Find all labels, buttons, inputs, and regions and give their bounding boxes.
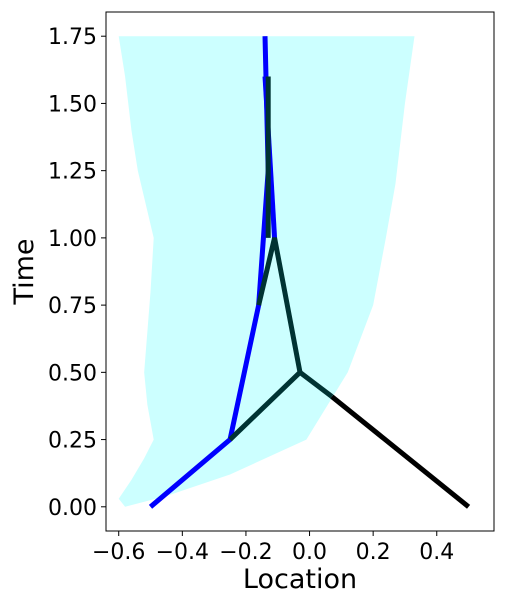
- y-axis-label: Time: [9, 238, 40, 305]
- axes-frame: [105, 11, 495, 532]
- x-tick-label: 0.4: [419, 540, 454, 565]
- x-tick-label: −0.4: [156, 540, 209, 565]
- x-tick-label: −0.2: [219, 540, 272, 565]
- x-tick-label: 0.0: [292, 540, 327, 565]
- x-tick-label: −0.6: [92, 540, 145, 565]
- series-2-line-0: [330, 394, 471, 509]
- x-axis: −0.6 −0.4 −0.2 0.0 0.2 0.4: [92, 531, 454, 565]
- y-axis: 0.00 0.25 0.50 0.75 1.00 1.25 1.50 1.75: [48, 25, 106, 521]
- y-tick-label: 1.00: [48, 227, 97, 252]
- x-axis-label: Location: [243, 564, 357, 595]
- y-tick-label: 1.25: [48, 160, 97, 185]
- x-tick-label: 0.2: [356, 540, 391, 565]
- y-tick-label: 0.50: [48, 361, 97, 386]
- plot-area: [118, 36, 471, 509]
- y-tick-label: 1.50: [48, 92, 97, 117]
- y-tick-label: 0.75: [48, 294, 97, 319]
- y-tick-label: 0.00: [48, 496, 97, 521]
- y-tick-label: 1.75: [48, 25, 97, 50]
- y-tick-label: 0.25: [48, 429, 97, 454]
- series-1-line-2: [298, 370, 334, 399]
- series-1-line-0: [228, 237, 303, 442]
